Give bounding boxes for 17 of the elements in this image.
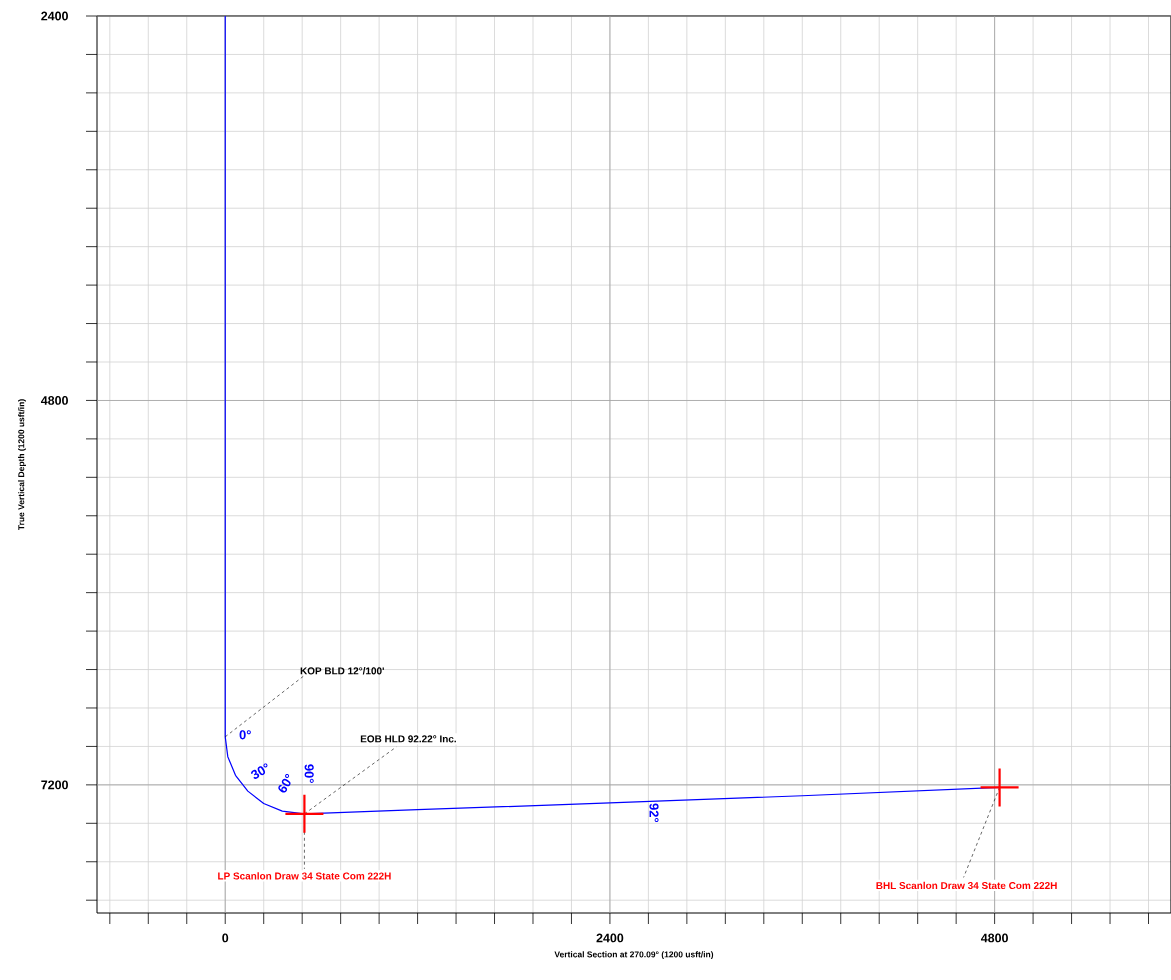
annotation: EOB HLD 92.22° Inc. (360, 735, 456, 743)
annotation: 92° (649, 803, 659, 823)
annotation: 30° (251, 763, 268, 779)
y-tick-label: 7200 (41, 780, 68, 790)
x-axis-title: Vertical Section at 270.09° (1200 usft/in) (554, 951, 714, 960)
annotation: LP Scanlon Draw 34 State Com 222H (218, 872, 391, 880)
y-axis-title: True Vertical Depth (1200 usft/in) (18, 399, 26, 531)
annotation: 60° (278, 773, 291, 793)
y-tick-label: 4800 (40, 396, 68, 405)
annotation: 90° (304, 764, 314, 783)
annotation: KOP BLD 12°/100' (300, 667, 384, 675)
x-tick-label: 0 (222, 933, 229, 943)
x-tick-label: 4800 (980, 933, 1008, 943)
x-tick-label: 2400 (596, 933, 624, 943)
y-tick-label: 2400 (41, 11, 68, 21)
annotation: BHL Scanlon Draw 34 State Com 222H (876, 881, 1057, 890)
annotation: 0° (239, 730, 251, 740)
